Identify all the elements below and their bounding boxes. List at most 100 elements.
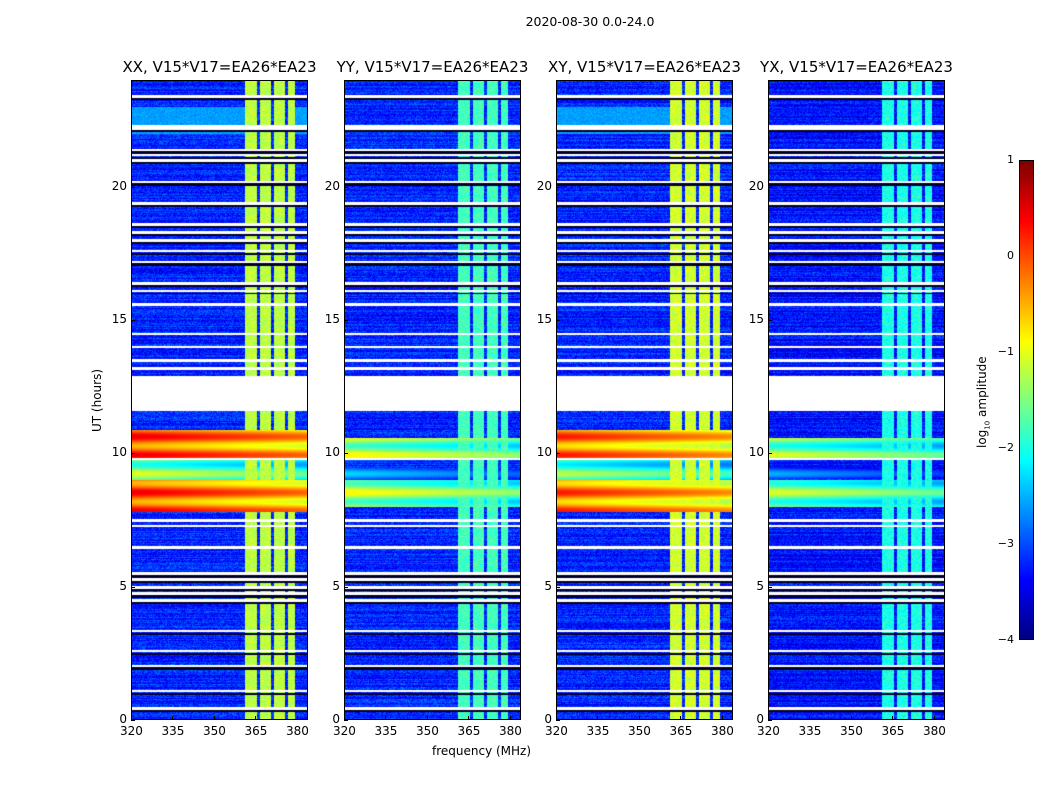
panel-3: YX, V15*V17=EA26*EA23 320 335 350 365 380 0 5 10… (749, 58, 953, 738)
y-tick-mark (768, 453, 772, 455)
x-tick-mark (213, 716, 215, 720)
x-axis-label: frequency (MHz) (432, 744, 532, 758)
panel-title: YX, V15*V17=EA26*EA23 (760, 58, 953, 76)
y-tick-label: 20 (324, 178, 340, 193)
y-tick-label: 10 (324, 445, 340, 460)
x-tick-label: 365 (457, 724, 481, 738)
y-tick-mark (344, 186, 348, 188)
x-tick-label: 350 (202, 724, 226, 738)
y-tick-mark (556, 720, 560, 721)
x-tick-label: 335 (798, 724, 822, 738)
panel-title: XY, V15*V17=EA26*EA23 (548, 58, 741, 76)
y-tick-label: 20 (536, 178, 552, 193)
x-tick-label: 320 (120, 724, 143, 738)
y-tick-label: 15 (324, 312, 340, 326)
axes-frame (556, 80, 733, 720)
x-tick-label: 320 (757, 724, 780, 738)
y-tick-mark (556, 320, 560, 321)
y-tick-label: 0 (332, 712, 340, 726)
y-tick-label: 0 (756, 712, 764, 726)
y-tick-label: 10 (536, 445, 552, 460)
panel-title: XX, V15*V17=EA26*EA23 (122, 58, 317, 76)
x-tick-label: 350 (415, 724, 439, 738)
x-tick-mark (385, 716, 387, 720)
y-tick-mark (131, 720, 135, 721)
x-tick-mark (509, 716, 511, 720)
x-tick-label: 380 (922, 724, 946, 738)
y-tick-label: 0 (119, 712, 127, 726)
y-axis-label: UT (hours) (90, 368, 104, 432)
y-tick-mark (131, 586, 135, 588)
x-tick-mark (809, 716, 811, 720)
panel-2: XY, V15*V17=EA26*EA23 320 335 350 365 380 0 5 10… (537, 58, 741, 738)
y-tick-label: 10 (111, 445, 127, 460)
colorbar-tick-label: −4 (997, 633, 1014, 646)
y-tick-mark (131, 320, 135, 321)
colorbar-tick-label: −2 (997, 441, 1014, 454)
y-tick-mark (131, 186, 135, 188)
colorbar-tick-label: 1 (1007, 153, 1014, 166)
x-tick-mark (255, 716, 257, 720)
colorbar-tick-label: 0 (1007, 249, 1014, 262)
x-tick-mark (344, 716, 345, 720)
x-tick-mark (892, 716, 894, 720)
heatmap-0 (131, 80, 308, 720)
panel-title: YY, V15*V17=EA26*EA23 (336, 58, 529, 76)
y-tick-mark (556, 453, 560, 455)
x-tick-label: 320 (333, 724, 356, 738)
x-tick-mark (131, 716, 132, 720)
y-tick-label: 5 (756, 578, 764, 593)
y-tick-label: 0 (544, 712, 552, 726)
x-tick-label: 365 (244, 724, 268, 738)
x-tick-mark (768, 716, 769, 720)
panel-1: YY, V15*V17=EA26*EA23 320 335 350 365 380 0 5 10… (325, 58, 529, 738)
heatmap-1 (344, 80, 521, 720)
x-tick-label: 320 (545, 724, 568, 738)
y-tick-label: 10 (748, 445, 764, 460)
y-tick-label: 15 (111, 312, 127, 326)
figure-title: 2020-08-30 0.0-24.0 (525, 14, 655, 29)
colorbar-tick-label: −3 (997, 537, 1014, 550)
x-tick-mark (680, 716, 682, 720)
x-tick-label: 365 (881, 724, 905, 738)
y-tick-mark (131, 453, 135, 455)
heatmap-2 (556, 80, 733, 720)
x-tick-label: 350 (839, 724, 863, 738)
y-tick-mark (768, 720, 772, 721)
y-tick-label: 5 (119, 578, 127, 593)
x-tick-mark (172, 716, 174, 720)
x-tick-mark (597, 716, 599, 720)
y-tick-mark (556, 186, 560, 188)
colorbar-tick-label: −1 (997, 345, 1014, 358)
y-tick-label: 5 (544, 578, 552, 593)
x-tick-label: 380 (710, 724, 734, 738)
x-tick-mark (850, 716, 852, 720)
heatmap-3 (768, 80, 945, 720)
x-tick-mark (426, 716, 428, 720)
y-tick-mark (344, 453, 348, 455)
y-tick-mark (768, 586, 772, 588)
x-tick-label: 335 (374, 724, 398, 738)
y-tick-label: 20 (111, 178, 127, 193)
y-tick-label: 5 (332, 578, 340, 593)
y-tick-mark (768, 320, 772, 321)
x-tick-label: 350 (627, 724, 651, 738)
x-tick-mark (296, 716, 298, 720)
x-tick-mark (721, 716, 723, 720)
x-tick-label: 380 (498, 724, 522, 738)
y-tick-label: 15 (748, 312, 764, 326)
x-tick-label: 335 (161, 724, 185, 738)
y-tick-mark (344, 720, 348, 721)
axes-frame (768, 80, 945, 720)
x-tick-label: 365 (669, 724, 693, 738)
y-tick-mark (344, 586, 348, 588)
y-tick-label: 20 (748, 178, 764, 193)
x-tick-mark (556, 716, 557, 720)
y-tick-mark (344, 320, 348, 321)
x-tick-mark (468, 716, 470, 720)
x-tick-label: 335 (586, 724, 610, 738)
colorbar (1019, 160, 1034, 640)
y-tick-mark (768, 186, 772, 188)
axes-frame (131, 80, 308, 720)
